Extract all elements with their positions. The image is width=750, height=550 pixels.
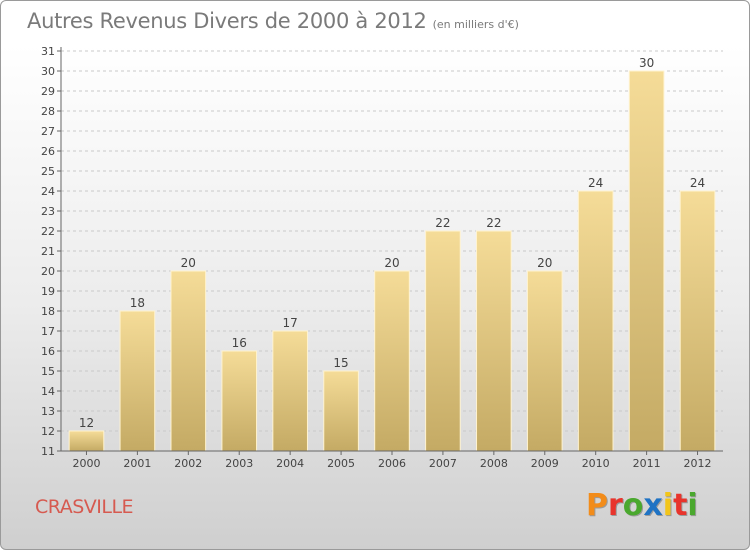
y-tick-label: 23 bbox=[41, 205, 55, 218]
y-tick-label: 12 bbox=[41, 425, 55, 438]
data-label: 12 bbox=[79, 416, 94, 430]
logo-letter: t bbox=[673, 488, 688, 523]
data-label: 20 bbox=[181, 256, 196, 270]
data-label: 17 bbox=[283, 316, 298, 330]
logo-letter: x bbox=[643, 488, 663, 523]
data-label: 20 bbox=[384, 256, 399, 270]
logo-letter: i bbox=[662, 488, 674, 523]
data-label: 22 bbox=[435, 216, 450, 230]
bar bbox=[119, 310, 156, 452]
data-label: 16 bbox=[232, 336, 247, 350]
bar bbox=[221, 350, 258, 452]
x-tick-label: 2003 bbox=[225, 457, 253, 470]
logo-letter: P bbox=[586, 488, 608, 523]
data-labels: 12 18 20 16 17 15 20 22 22 20 24 30 24 bbox=[79, 56, 705, 430]
y-tick-label: 14 bbox=[41, 385, 55, 398]
data-label: 22 bbox=[486, 216, 501, 230]
y-tick-label: 26 bbox=[41, 145, 55, 158]
bars bbox=[68, 70, 716, 452]
y-tick-label: 28 bbox=[41, 105, 55, 118]
x-tick-label: 2002 bbox=[174, 457, 202, 470]
y-tick-label: 15 bbox=[41, 365, 55, 378]
y-tick-label: 22 bbox=[41, 225, 55, 238]
title-line: Autres Revenus Divers de 2000 à 2012 (en … bbox=[27, 9, 519, 33]
logo-letter: o bbox=[622, 488, 644, 523]
y-tick-label: 27 bbox=[41, 125, 55, 138]
chart-subtitle: (en milliers d'€) bbox=[432, 18, 519, 31]
x-tick-label: 2007 bbox=[429, 457, 457, 470]
bar bbox=[577, 190, 614, 452]
y-tick-label: 11 bbox=[41, 445, 55, 458]
data-label: 24 bbox=[690, 176, 705, 190]
x-tick-label: 2005 bbox=[327, 457, 355, 470]
x-tick-label: 2009 bbox=[531, 457, 559, 470]
chart-title: Autres Revenus Divers de 2000 à 2012 bbox=[27, 9, 427, 33]
data-label: 30 bbox=[639, 56, 654, 70]
x-tick-label: 2008 bbox=[480, 457, 508, 470]
y-tick-label: 25 bbox=[41, 165, 55, 178]
x-tick-label: 2012 bbox=[684, 457, 712, 470]
bar bbox=[68, 430, 105, 452]
y-tick-label: 13 bbox=[41, 405, 55, 418]
y-tick-label: 17 bbox=[41, 325, 55, 338]
y-tick-label: 30 bbox=[41, 65, 55, 78]
x-tick-label: 2000 bbox=[72, 457, 100, 470]
bar bbox=[323, 370, 359, 452]
bar bbox=[425, 230, 461, 452]
proxiti-logo[interactable]: Proxiti bbox=[586, 488, 698, 523]
data-label: 15 bbox=[333, 356, 348, 370]
y-tick-label: 18 bbox=[41, 305, 55, 318]
axes: 11 12 13 14 15 16 17 18 19 20 21 22 23 24 25 26 27 28 29 30… bbox=[41, 45, 723, 470]
data-label: 20 bbox=[537, 256, 552, 270]
bar bbox=[526, 270, 563, 452]
bar bbox=[476, 230, 512, 452]
bar bbox=[679, 190, 716, 452]
bar bbox=[374, 270, 410, 452]
bar bbox=[170, 270, 207, 452]
data-label: 18 bbox=[130, 296, 145, 310]
x-tick-label: 2010 bbox=[582, 457, 610, 470]
y-tick-label: 16 bbox=[41, 345, 55, 358]
commune-name: CRASVILLE bbox=[35, 496, 134, 518]
y-tick-label: 29 bbox=[41, 85, 55, 98]
x-tick-label: 2004 bbox=[276, 457, 304, 470]
y-tick-label: 19 bbox=[41, 285, 55, 298]
data-label: 24 bbox=[588, 176, 603, 190]
x-tick-label: 2011 bbox=[633, 457, 661, 470]
y-tick-label: 24 bbox=[41, 185, 55, 198]
y-tick-label: 31 bbox=[41, 45, 55, 58]
y-tick-label: 20 bbox=[41, 265, 55, 278]
y-tick-label: 21 bbox=[41, 245, 55, 258]
bar bbox=[628, 70, 665, 452]
bar bbox=[272, 330, 308, 452]
logo-letter: i bbox=[687, 488, 698, 523]
x-tick-label: 2001 bbox=[123, 457, 151, 470]
logo-letter: r bbox=[608, 488, 623, 523]
x-tick-label: 2006 bbox=[378, 457, 406, 470]
